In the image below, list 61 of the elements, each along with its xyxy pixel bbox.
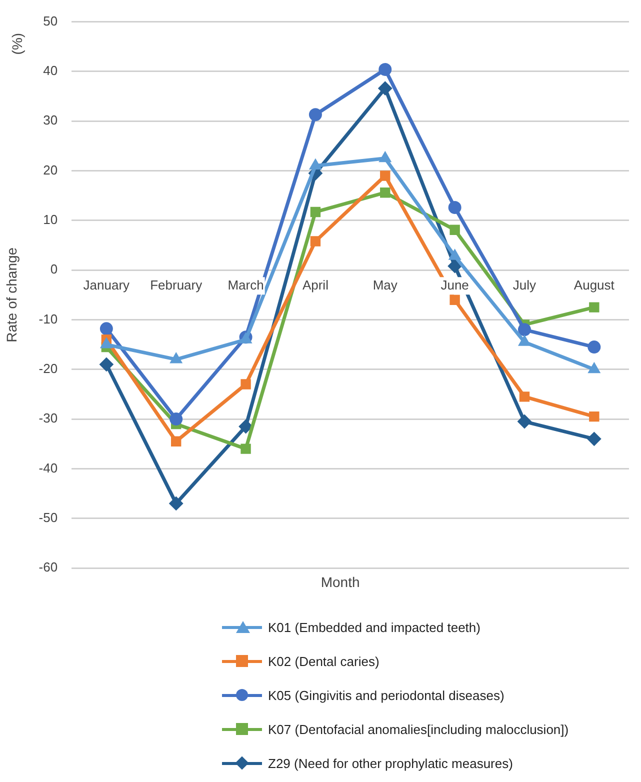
point: [100, 338, 113, 348]
y-tick-label: -20: [38, 360, 58, 376]
x-tick-label: May: [372, 277, 398, 292]
x-tick-label: January: [83, 277, 130, 292]
x-tick-label: June: [440, 277, 469, 292]
y-tick-label: -50: [38, 510, 58, 525]
point: [309, 158, 322, 170]
point: [240, 379, 251, 390]
point: [518, 335, 531, 346]
point: [170, 412, 183, 426]
point: [171, 436, 182, 446]
point: [519, 392, 530, 402]
point: [380, 188, 390, 198]
point: [379, 151, 392, 162]
point: [588, 362, 600, 374]
point: [518, 323, 531, 336]
y-tick-label: -60: [38, 560, 58, 575]
point: [378, 81, 392, 96]
point: [448, 259, 462, 274]
point: [587, 432, 602, 446]
point: [517, 414, 532, 429]
y-tick-label: 30: [43, 112, 58, 128]
y-tick-label: 50: [43, 13, 58, 28]
point: [378, 62, 392, 76]
point: [308, 108, 322, 122]
y-tick-label: 40: [43, 63, 58, 78]
legend-label: Z29 (Need for other prophylatic measures): [268, 756, 513, 770]
point: [240, 444, 251, 454]
legend-label: K02 (Dental caries): [268, 654, 380, 668]
point: [588, 340, 601, 354]
x-tick-label: February: [150, 277, 203, 292]
point: [450, 294, 460, 305]
point: [310, 236, 321, 246]
legend-label: K05 (Gingivitis and periodontal diseases): [268, 688, 504, 702]
point: [310, 206, 321, 218]
y-tick-label: -30: [38, 410, 58, 426]
point: [380, 170, 390, 181]
x-tick-label: July: [512, 277, 537, 292]
y-tick-label: 0: [50, 262, 58, 277]
point: [450, 224, 460, 235]
y-tick-label: 10: [43, 212, 58, 227]
point: [589, 411, 600, 422]
x-tick-label: August: [574, 277, 615, 292]
point: [170, 352, 182, 364]
text: (%): [8, 32, 25, 55]
y-axis-title: Rate of change: [3, 247, 20, 342]
point: [99, 357, 114, 372]
y-tick-label: -10: [38, 311, 58, 326]
legend-label: K07 (Dentofacial anomalies[including malocclusion]): [268, 722, 569, 736]
y-tick-label: 20: [43, 162, 58, 178]
point: [448, 201, 462, 214]
point: [589, 302, 600, 312]
point: [448, 249, 461, 260]
x-tick-label: March: [228, 277, 264, 292]
legend-label: K01 (Embedded and impacted teeth): [268, 620, 480, 634]
point: [100, 322, 113, 336]
point: [169, 496, 184, 510]
point: [238, 419, 253, 434]
x-tick-label: April: [302, 277, 329, 292]
x-axis-title: Month: [320, 574, 360, 590]
y-tick-label: -40: [38, 460, 58, 476]
